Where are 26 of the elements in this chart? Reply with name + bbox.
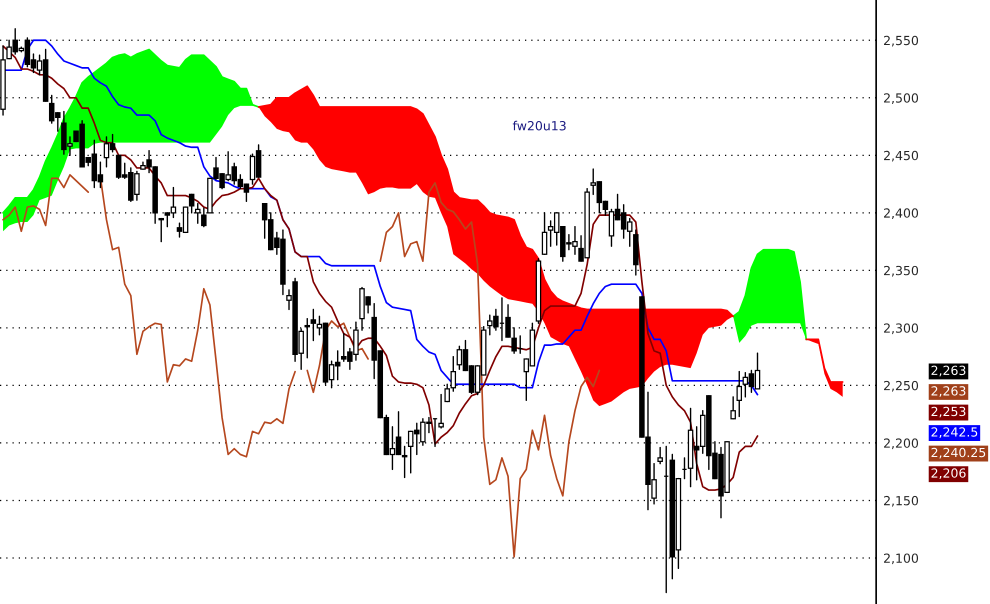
candlestick <box>304 318 310 358</box>
y-tick-label: 2,350 <box>884 266 918 277</box>
text: 2,240.25 <box>932 448 986 459</box>
line-series <box>2 45 758 491</box>
text: 2,206 <box>932 468 966 480</box>
candlestick <box>657 446 663 464</box>
y-tick-label: 2,300 <box>884 323 918 334</box>
text: 2,253 <box>932 406 966 418</box>
candlestick <box>438 394 444 429</box>
candlestick <box>542 212 548 255</box>
candlestick <box>158 218 164 242</box>
y-tick-label: 2,550 <box>884 36 918 46</box>
y-tick-label: 2,100 <box>884 553 918 564</box>
candlestick <box>310 308 316 342</box>
y-tick-label: 2,150 <box>884 496 918 507</box>
candlestick <box>402 446 408 478</box>
text: 2,242.5 <box>932 427 978 438</box>
y-tick-label: 2,200 <box>884 438 918 450</box>
text: 2,263 <box>932 366 966 376</box>
y-tick-label: 2,400 <box>884 208 918 220</box>
y-tick-label: 2,500 <box>884 93 918 104</box>
y-tick-label: 2,250 <box>884 380 918 392</box>
candlestick <box>730 396 736 420</box>
y-tick-label: 2,450 <box>884 150 918 162</box>
text: 2,263 <box>932 386 966 397</box>
text: fw20u13 <box>512 120 566 130</box>
